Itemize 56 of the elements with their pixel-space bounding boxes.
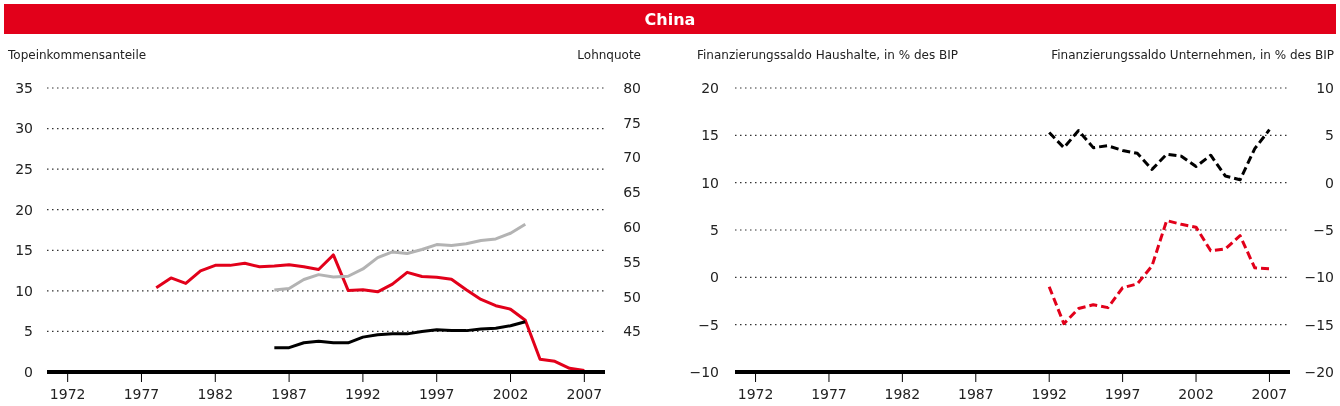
y2-tick-label: 75 — [623, 114, 641, 131]
y-tick-label: 0 — [24, 363, 33, 380]
y-tick-label: 10 — [15, 282, 33, 299]
x-tick-label: 1992 — [1031, 386, 1068, 402]
y2-tick-label: 50 — [623, 288, 641, 305]
y2-tick-label: 10 — [1316, 79, 1334, 96]
y2-tick-label: 55 — [623, 253, 641, 270]
line-series — [1047, 128, 1271, 182]
x-tick-label: 1977 — [811, 386, 847, 402]
y2-tick-label: 0 — [1325, 174, 1334, 191]
x-tick-label: 1982 — [197, 386, 234, 402]
y-tick-label: 20 — [701, 79, 719, 96]
y-tick-label: 20 — [15, 201, 33, 218]
x-tick-label: 1972 — [49, 386, 86, 402]
text: China — [644, 10, 696, 29]
x-tick-label: 1992 — [345, 386, 381, 402]
y2-tick-label: 60 — [623, 219, 641, 236]
y2-tick-label: −5 — [1313, 221, 1334, 238]
y2-axis-title: Lohnquote — [577, 48, 641, 62]
y-tick-label: −10 — [689, 363, 719, 380]
y-tick-label: 30 — [15, 120, 33, 137]
x-tick-label: 2007 — [566, 386, 603, 402]
x-tick-label: 1997 — [418, 386, 455, 402]
x-tick-label: 1997 — [1104, 386, 1141, 402]
y-tick-label: 15 — [15, 242, 33, 259]
line-series — [154, 253, 586, 372]
y2-tick-label: 5 — [1325, 127, 1334, 144]
line-series — [272, 320, 527, 350]
y2-tick-label: 70 — [623, 149, 641, 166]
y2-tick-label: −15 — [1304, 316, 1334, 333]
y2-tick-label: −10 — [1304, 269, 1334, 286]
y-tick-label: 0 — [710, 269, 719, 286]
y-tick-label: −5 — [698, 316, 719, 333]
y2-tick-label: −20 — [1304, 363, 1334, 380]
x-tick-label: 1977 — [123, 386, 160, 402]
y-axis-title: Finanzierungssaldo Haushalte, in % des BIP — [697, 48, 958, 62]
y2-axis-title: Finanzierungssaldo Unternehmen, in % des BIP — [1051, 48, 1334, 62]
x-tick-label: 2002 — [1178, 386, 1214, 402]
y2-tick-label: 80 — [623, 79, 641, 96]
x-tick-label: 1982 — [884, 386, 921, 402]
y-tick-label: 10 — [701, 174, 719, 191]
x-tick-label: 2002 — [492, 386, 529, 402]
y2-tick-label: 65 — [623, 184, 641, 201]
line-series — [1047, 219, 1271, 326]
y-tick-label: 35 — [15, 79, 33, 96]
line-series — [272, 222, 527, 292]
y-tick-label: 15 — [701, 127, 719, 144]
x-tick-label: 1987 — [957, 386, 994, 402]
x-tick-label: 1987 — [271, 386, 307, 402]
y2-tick-label: 45 — [623, 323, 641, 340]
x-tick-label: 2007 — [1251, 386, 1288, 402]
y-tick-label: 5 — [24, 323, 33, 340]
x-tick-label: 1972 — [737, 386, 774, 402]
y-tick-label: 25 — [15, 161, 33, 178]
y-axis-title: Topeinkommensanteile — [7, 48, 147, 62]
y-tick-label: 5 — [710, 221, 719, 238]
